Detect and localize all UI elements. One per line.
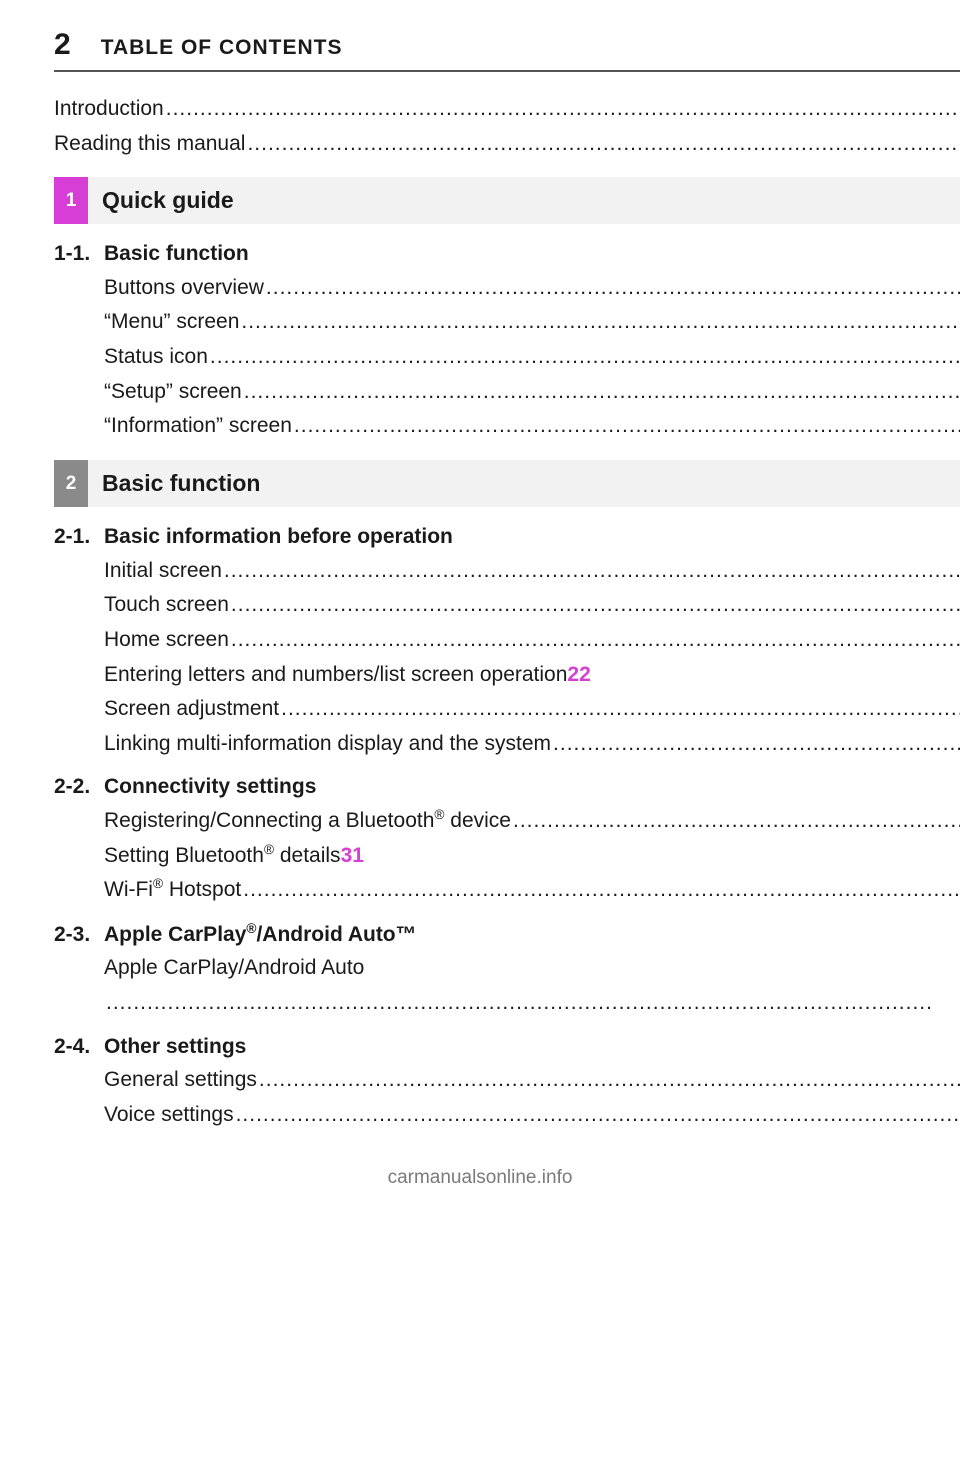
toc-entry: Voice settings55 [54, 1098, 960, 1133]
toc-label: Home screen [104, 623, 229, 658]
left-column: Introduction4Reading this manual5 1 Quic… [54, 92, 960, 1133]
toc-entry: “Information” screen15 [54, 409, 960, 444]
heading-2-1: 2-1. Basic information before operation [54, 521, 960, 554]
toc-label: “Menu” screen [104, 305, 239, 340]
toc-label: Screen adjustment [104, 692, 279, 727]
section-1-box: 1 Quick guide [54, 177, 960, 224]
heading-2-3: 2-3. Apple CarPlay®/Android Auto™ [54, 918, 960, 952]
toc-entry: Initial screen18 [54, 554, 960, 589]
toc-entry: Apple CarPlay/Android Auto [54, 951, 960, 986]
toc-label: Buttons overview [104, 271, 264, 306]
page-number: 2 [54, 28, 71, 62]
toc-entry: Touch screen19 [54, 588, 960, 623]
toc-label: Introduction [54, 92, 164, 127]
toc-label: Apple CarPlay/Android Auto [104, 951, 364, 986]
toc-entry: Status icon12 [54, 340, 960, 375]
toc-label: Voice settings [104, 1098, 234, 1133]
section-2-tab: 2 [54, 460, 88, 507]
section-2-title: Basic function [88, 460, 960, 507]
toc-page: 31 [341, 839, 364, 874]
toc-label: “Setup” screen [104, 375, 242, 410]
toc-columns: Introduction4Reading this manual5 1 Quic… [54, 92, 906, 1133]
heading-2-2: 2-2. Connectivity settings [54, 771, 960, 804]
toc-entry: Screen adjustment25 [54, 692, 960, 727]
section-1-tab: 1 [54, 177, 88, 224]
toc-entry: Introduction4 [54, 92, 960, 127]
section-2-box: 2 Basic function [54, 460, 960, 507]
toc-label: Setting Bluetooth® details [104, 839, 341, 874]
toc-label: Linking multi-information display and th… [104, 727, 551, 762]
page: 2 TABLE OF CONTENTS Introduction4Reading… [0, 0, 960, 1213]
heading-1-1: 1-1. Basic function [54, 238, 960, 271]
toc-label: Registering/Connecting a Bluetooth® devi… [104, 804, 511, 839]
toc-label: Status icon [104, 340, 208, 375]
toc-entry: General settings51 [54, 1063, 960, 1098]
header-rule [54, 70, 960, 72]
toc-label: Reading this manual [54, 127, 245, 162]
header: 2 TABLE OF CONTENTS [54, 28, 906, 62]
toc-entry: Registering/Connecting a Bluetooth® devi… [54, 804, 960, 839]
toc-entry: “Setup” screen14 [54, 375, 960, 410]
toc-label: General settings [104, 1063, 257, 1098]
header-title: TABLE OF CONTENTS [101, 36, 343, 60]
toc-entry: Home screen21 [54, 623, 960, 658]
footer-source: carmanualsonline.info [54, 1167, 906, 1189]
toc-label: Entering letters and numbers/list screen… [104, 658, 567, 693]
toc-entry: Wi-Fi® Hotspot39 [54, 873, 960, 908]
toc-entry: 44 [54, 986, 960, 1021]
toc-label: Initial screen [104, 554, 222, 589]
toc-entry: “Menu” screen10 [54, 305, 960, 340]
toc-entry: Setting Bluetooth® details31 [54, 839, 960, 874]
toc-entry: Linking multi-information display and th… [54, 727, 960, 762]
toc-entry: Entering letters and numbers/list screen… [54, 658, 960, 693]
toc-entry: Buttons overview8 [54, 271, 960, 306]
toc-entry: Reading this manual5 [54, 127, 960, 162]
toc-label: “Information” screen [104, 409, 292, 444]
toc-label: Wi-Fi® Hotspot [104, 873, 241, 908]
section-1-title: Quick guide [88, 177, 960, 224]
heading-2-4: 2-4. Other settings [54, 1031, 960, 1064]
toc-label: Touch screen [104, 588, 229, 623]
toc-page: 22 [567, 658, 590, 693]
